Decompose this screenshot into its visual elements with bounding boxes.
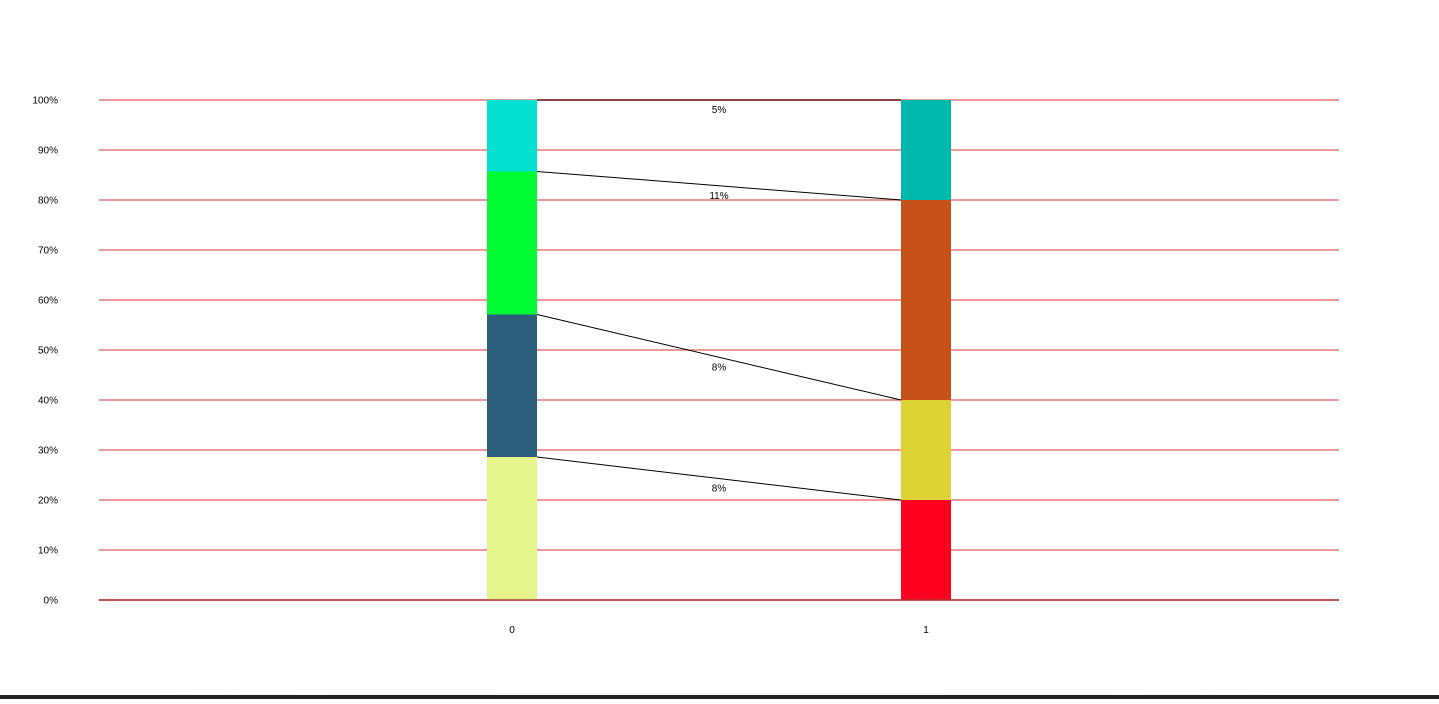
- bar-segment: [901, 200, 951, 400]
- y-tick-label: 50%: [38, 346, 58, 357]
- y-tick-label: 80%: [38, 196, 58, 207]
- x-tick-label: 0: [509, 625, 515, 636]
- bar-segment: [487, 171, 537, 315]
- connector-label: 5%: [712, 105, 727, 116]
- connector-line: [536, 456, 902, 501]
- bar-stack-1: [901, 100, 951, 600]
- x-tick-label: 1: [923, 625, 929, 636]
- y-tick-label: 20%: [38, 496, 58, 507]
- bar-segment: [487, 100, 537, 172]
- y-tick-label: 70%: [38, 246, 58, 257]
- y-tick-label: 100%: [32, 96, 58, 107]
- y-axis-tick-labels: 0% 10% 20% 30% 40% 50% 60% 70% 80% 90% 100%: [32, 96, 58, 607]
- y-tick-label: 90%: [38, 146, 58, 157]
- connector-line: [536, 171, 902, 201]
- bars: [487, 100, 951, 600]
- connector-line: [536, 314, 902, 401]
- y-tick-label: 40%: [38, 396, 58, 407]
- connector-label: 8%: [712, 484, 727, 495]
- bar-segment: [901, 100, 951, 200]
- y-tick-label: 10%: [38, 546, 58, 557]
- connector-label: 8%: [712, 362, 727, 373]
- y-tick-label: 60%: [38, 296, 58, 307]
- window-bottom-edge: [0, 695, 1439, 699]
- bar-segment: [487, 314, 537, 457]
- y-tick-label: 30%: [38, 446, 58, 457]
- connector-label: 11%: [709, 191, 728, 202]
- bar-segment: [901, 500, 951, 600]
- x-axis-baseline: [99, 99, 1339, 601]
- connector-lines: 8% 8% 11% 5%: [536, 99, 902, 501]
- bar-segment: [487, 457, 537, 600]
- y-tick-label: 0%: [44, 596, 59, 607]
- bar-segment: [901, 400, 951, 500]
- bar-stack-0: [487, 100, 537, 600]
- grid-lines: [99, 99, 1339, 601]
